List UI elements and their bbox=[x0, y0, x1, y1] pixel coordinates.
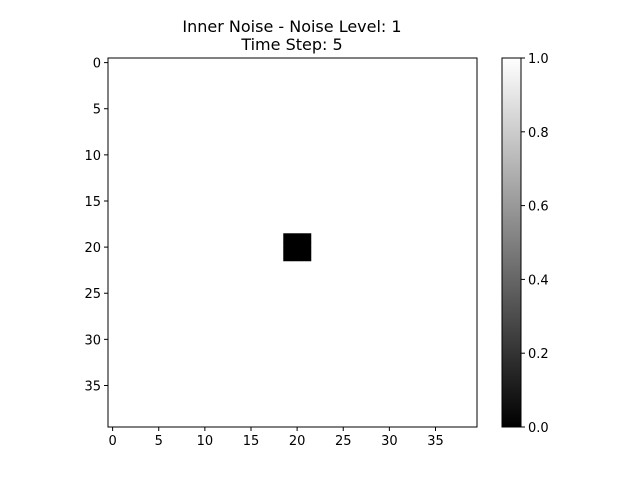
heatmap-cell bbox=[301, 233, 312, 243]
y-tick-label: 25 bbox=[84, 287, 101, 302]
plot-frame bbox=[107, 57, 478, 428]
chart-title-line1: Inner Noise - Noise Level: 1 bbox=[182, 17, 401, 36]
y-axis: 0 5 10 15 20 25 30 35 bbox=[84, 57, 108, 394]
y-tick-label: 5 bbox=[93, 103, 101, 118]
colorbar-tick-label: 0.6 bbox=[528, 200, 549, 215]
cells-layer bbox=[283, 233, 312, 262]
heatmap-cell bbox=[283, 242, 293, 253]
x-tick-label: 10 bbox=[197, 434, 214, 449]
y-tick-label: 0 bbox=[93, 57, 101, 72]
colorbar-tick-label: 0.0 bbox=[528, 421, 549, 436]
heatmap-cell bbox=[292, 251, 303, 262]
colorbar-tick-label: 0.4 bbox=[528, 273, 549, 288]
colorbar-tick-label: 1.0 bbox=[528, 52, 549, 67]
x-tick-label: 25 bbox=[335, 434, 352, 449]
colorbar-tick-label: 0.2 bbox=[528, 347, 549, 362]
chart-title-line2: Time Step: 5 bbox=[240, 35, 342, 54]
y-tick-label: 15 bbox=[84, 195, 101, 210]
y-tick-label: 35 bbox=[84, 379, 101, 394]
x-axis: 0 5 10 15 20 25 30 35 bbox=[108, 427, 444, 449]
colorbar-tick-label: 0.8 bbox=[528, 126, 549, 141]
heatmap-cell bbox=[301, 251, 312, 262]
y-tick-label: 20 bbox=[84, 241, 101, 256]
heatmap-cell bbox=[283, 233, 293, 243]
heatmap-cell bbox=[301, 242, 312, 253]
colorbar: 0.0 0.2 0.4 0.6 0.8 1.0 bbox=[501, 52, 549, 436]
heatmap-cell bbox=[292, 233, 303, 243]
colorbar-gradient bbox=[501, 57, 522, 428]
x-tick-label: 35 bbox=[427, 434, 444, 449]
x-tick-label: 5 bbox=[155, 434, 163, 449]
heatmap-cell bbox=[283, 251, 293, 262]
heatmap-cell bbox=[292, 242, 303, 253]
y-tick-label: 10 bbox=[84, 149, 101, 164]
plot-area bbox=[107, 57, 478, 428]
x-tick-label: 0 bbox=[108, 434, 116, 449]
x-tick-label: 30 bbox=[381, 434, 398, 449]
colorbar-ticks: 0.0 0.2 0.4 0.6 0.8 1.0 bbox=[521, 52, 549, 436]
y-tick-label: 30 bbox=[84, 333, 101, 348]
x-tick-label: 15 bbox=[243, 434, 260, 449]
x-tick-label: 20 bbox=[289, 434, 306, 449]
